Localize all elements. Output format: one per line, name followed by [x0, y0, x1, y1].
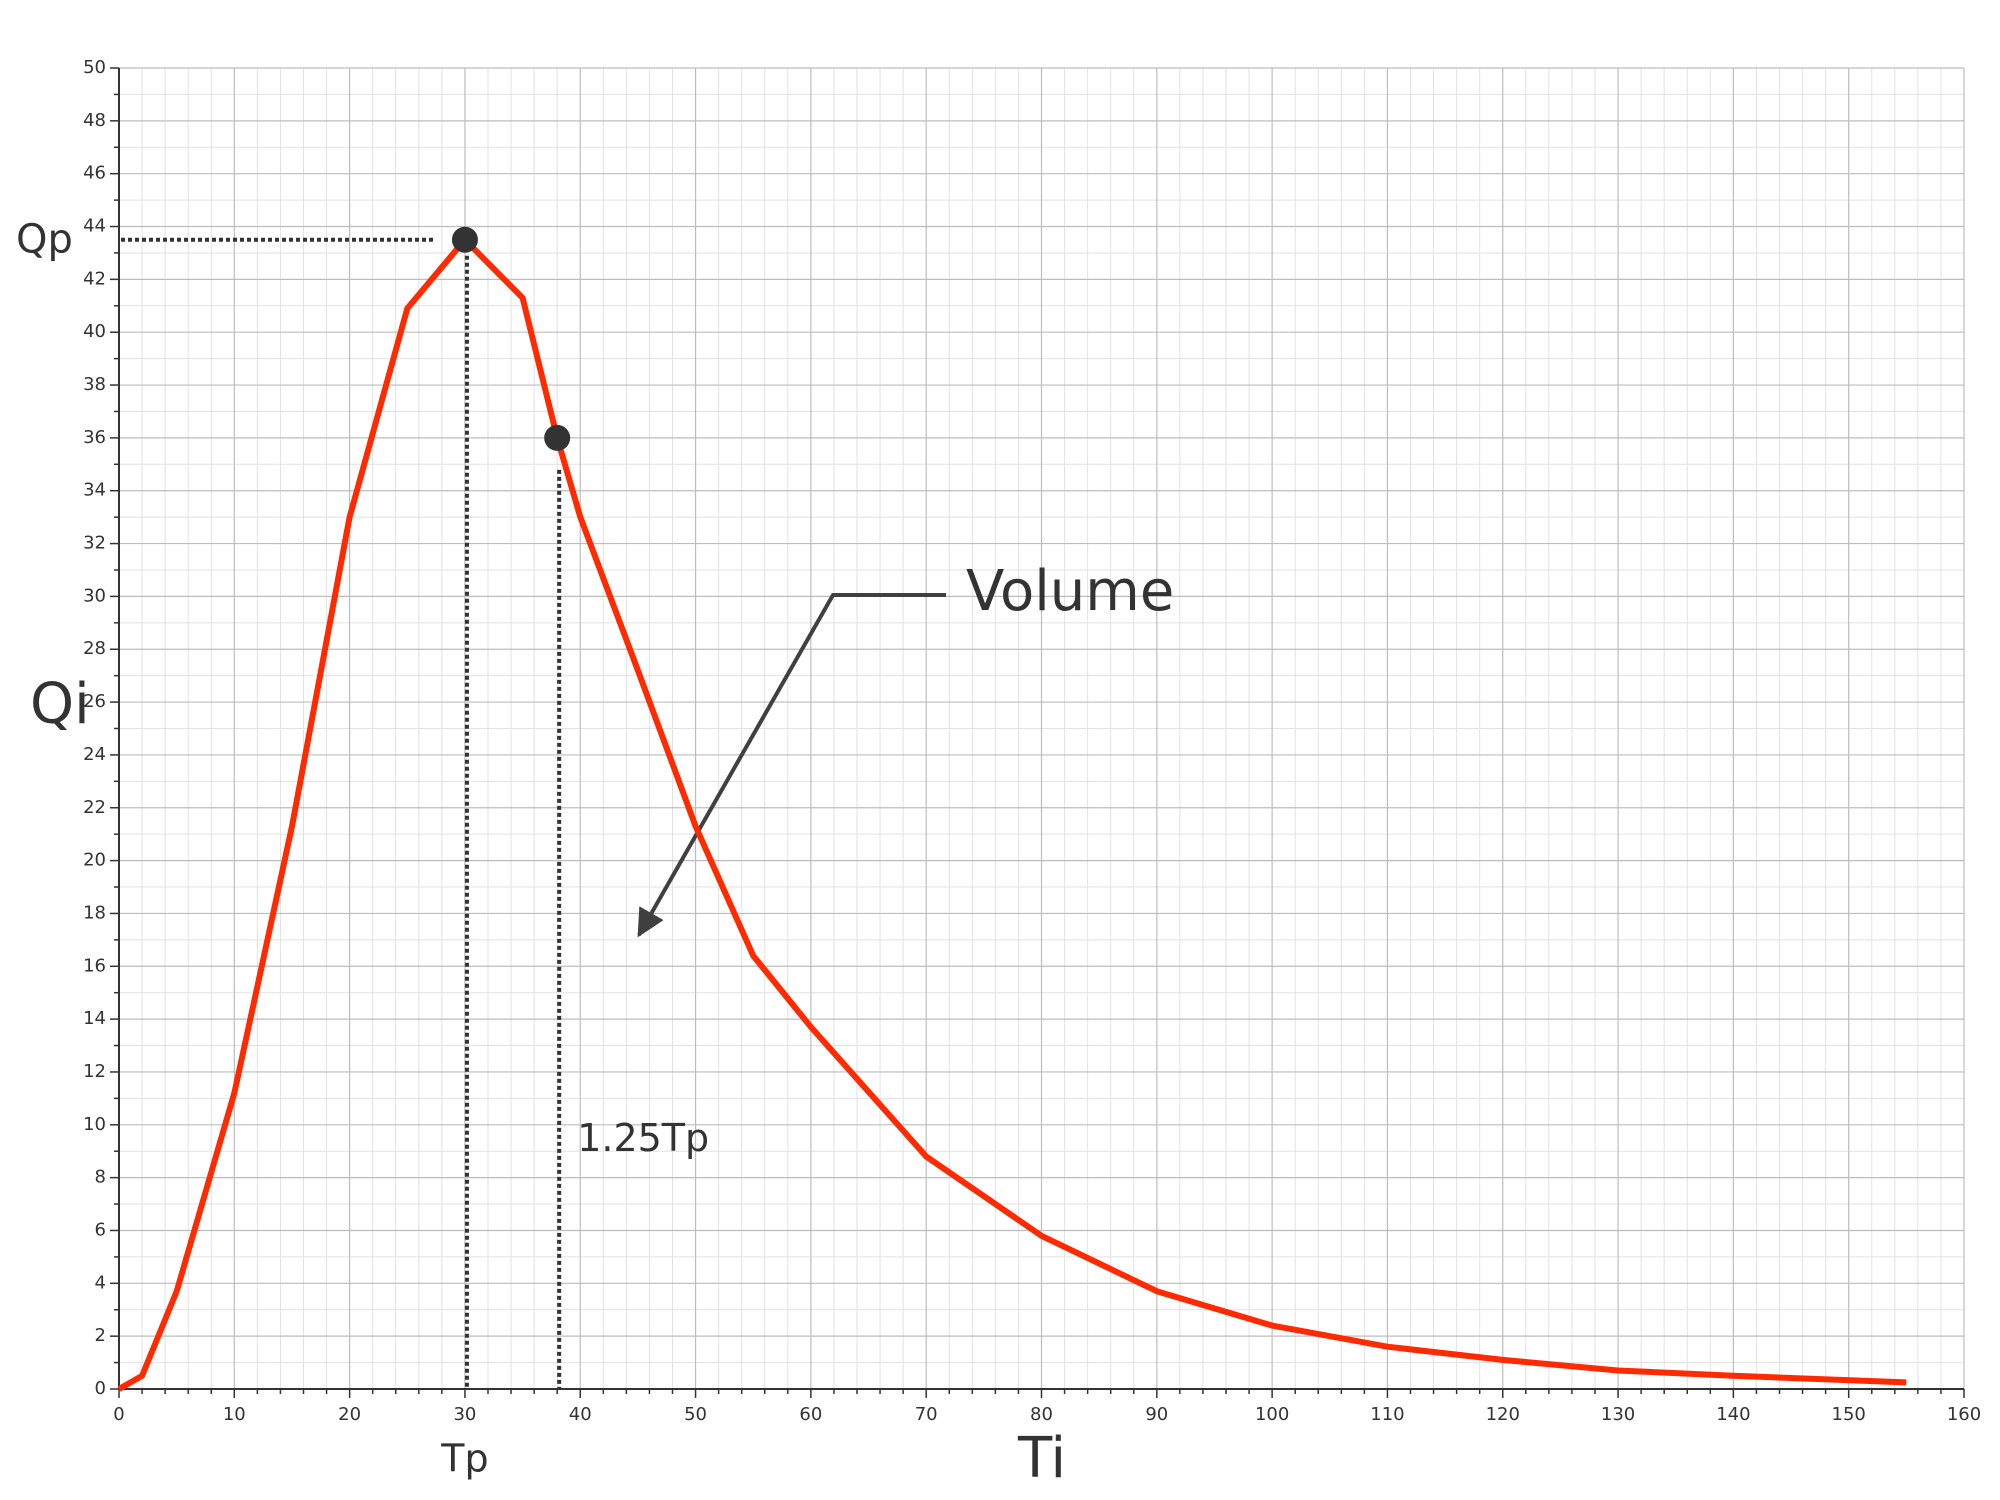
y-tick-label: 14 [83, 1008, 106, 1029]
x-tick-label: 50 [684, 1404, 707, 1425]
y-tick-label: 36 [83, 427, 106, 448]
x-tick-label: 30 [453, 1404, 476, 1425]
marker-y-label: Qp [16, 217, 73, 263]
x-tick-label: 110 [1370, 1404, 1404, 1425]
point-marker [451, 226, 478, 253]
x-tick-label: 40 [569, 1404, 592, 1425]
x-axis-label: Ti [1017, 1426, 1066, 1491]
y-tick-label: 30 [83, 585, 106, 606]
data-line [117, 236, 1907, 1392]
y-tick-label: 38 [83, 374, 106, 395]
y-tick-label: 6 [95, 1219, 106, 1240]
x-tick-label: 70 [915, 1404, 938, 1425]
y-tick-label: 16 [83, 955, 106, 976]
y-tick-label: 18 [83, 902, 106, 923]
x-tick-label: 130 [1601, 1404, 1635, 1425]
callout-arrow [637, 593, 946, 938]
y-tick-label: 2 [95, 1325, 106, 1346]
marker-x-label: Tp [440, 1437, 488, 1481]
y-tick-label: 22 [83, 797, 106, 818]
x-tick-label: 10 [223, 1404, 246, 1425]
callout-label: Volume [966, 559, 1174, 624]
y-tick-label: 4 [95, 1272, 106, 1293]
y-tick-label: 24 [83, 744, 106, 765]
x-tick-label: 90 [1145, 1404, 1168, 1425]
y-tick-label: 0 [95, 1378, 106, 1399]
y-tick-label: 20 [83, 850, 106, 871]
x-tick-label: 80 [1030, 1404, 1053, 1425]
x-tick-label: 20 [338, 1404, 361, 1425]
y-tick-label: 28 [83, 638, 106, 659]
y-tick-label: 44 [83, 216, 106, 237]
marker-x-label: 1.25Tp [577, 1116, 709, 1160]
y-tick-label: 8 [95, 1167, 106, 1188]
y-tick-label: 26 [83, 691, 106, 712]
x-tick-label: 150 [1832, 1404, 1866, 1425]
y-tick-label: 12 [83, 1061, 106, 1082]
y-tick-label: 42 [83, 268, 106, 289]
y-tick-label: 10 [83, 1114, 106, 1135]
axes: 0 10 20 30 40 50 60 70 80 90 100 110 120 130 140 150 160… [83, 57, 1981, 1425]
y-tick-label: 34 [83, 480, 106, 501]
x-tick-label: 140 [1716, 1404, 1750, 1425]
point-marker [544, 424, 571, 451]
grid [118, 67, 1965, 1390]
x-tick-label: 100 [1255, 1404, 1289, 1425]
x-tick-label: 0 [113, 1404, 124, 1425]
y-axis-label: Qi [30, 672, 90, 737]
y-tick-label: 48 [83, 110, 106, 131]
x-tick-label: 160 [1947, 1404, 1981, 1425]
x-tick-label: 120 [1486, 1404, 1520, 1425]
x-tick-label: 60 [799, 1404, 822, 1425]
y-tick-label: 40 [83, 321, 106, 342]
y-tick-label: 46 [83, 163, 106, 184]
y-tick-label: 32 [83, 533, 106, 554]
y-tick-label: 50 [83, 57, 106, 78]
